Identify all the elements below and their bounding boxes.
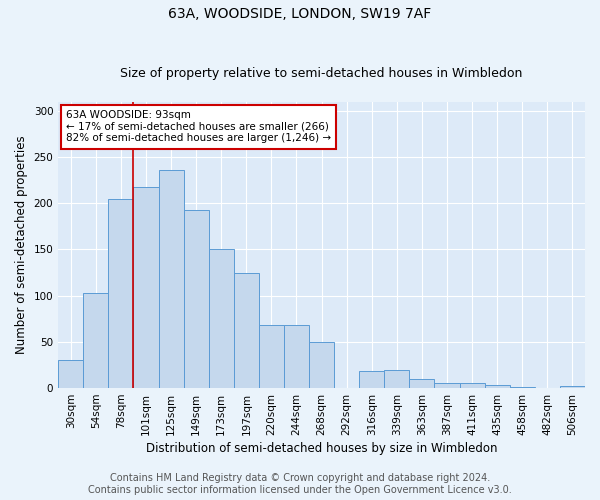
Bar: [184, 210, 209, 388]
Text: 63A, WOODSIDE, LONDON, SW19 7AF: 63A, WOODSIDE, LONDON, SW19 7AF: [169, 8, 431, 22]
Bar: [284, 325, 309, 388]
Bar: [359, 372, 385, 388]
Bar: [560, 386, 585, 388]
Bar: [434, 384, 460, 388]
Bar: [460, 384, 485, 388]
Bar: [485, 386, 510, 388]
Bar: [385, 370, 409, 388]
Text: Contains HM Land Registry data © Crown copyright and database right 2024.
Contai: Contains HM Land Registry data © Crown c…: [88, 474, 512, 495]
Title: Size of property relative to semi-detached houses in Wimbledon: Size of property relative to semi-detach…: [121, 66, 523, 80]
X-axis label: Distribution of semi-detached houses by size in Wimbledon: Distribution of semi-detached houses by …: [146, 442, 497, 455]
Bar: [83, 293, 109, 388]
Bar: [158, 170, 184, 388]
Bar: [133, 186, 158, 388]
Bar: [259, 325, 284, 388]
Y-axis label: Number of semi-detached properties: Number of semi-detached properties: [15, 136, 28, 354]
Bar: [409, 379, 434, 388]
Bar: [510, 387, 535, 388]
Bar: [109, 198, 133, 388]
Bar: [209, 250, 234, 388]
Bar: [58, 360, 83, 388]
Bar: [309, 342, 334, 388]
Bar: [234, 272, 259, 388]
Text: 63A WOODSIDE: 93sqm
← 17% of semi-detached houses are smaller (266)
82% of semi-: 63A WOODSIDE: 93sqm ← 17% of semi-detach…: [66, 110, 331, 144]
